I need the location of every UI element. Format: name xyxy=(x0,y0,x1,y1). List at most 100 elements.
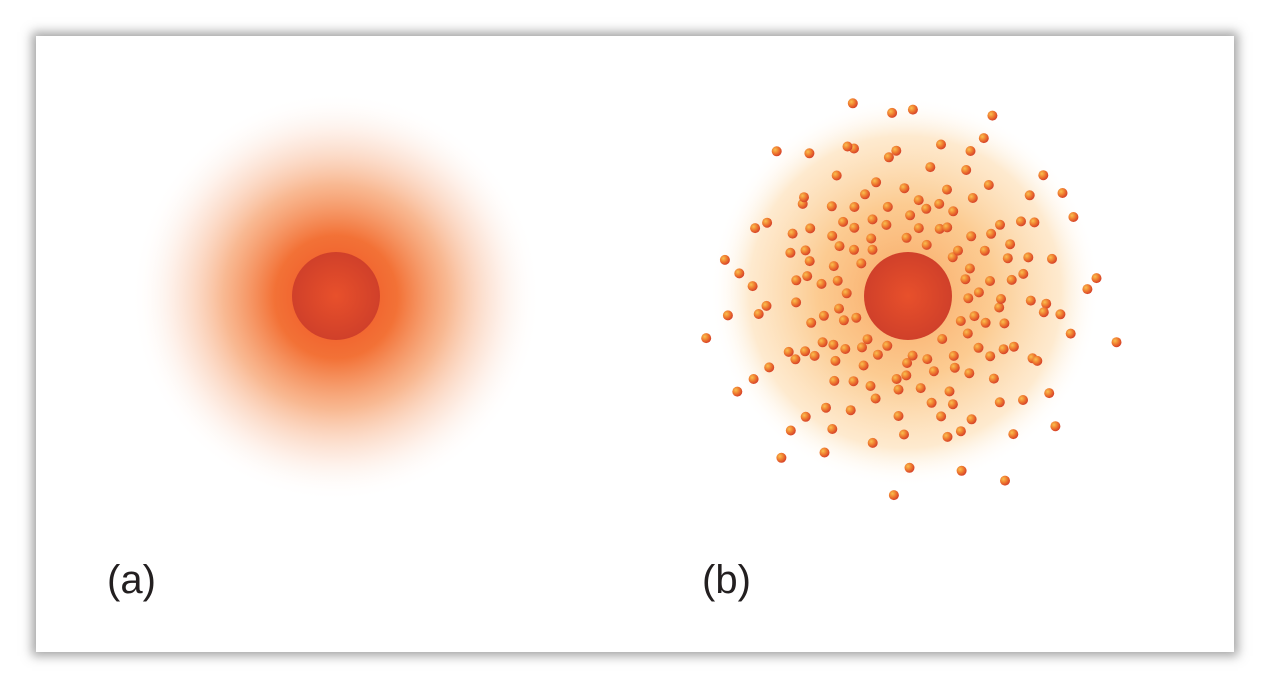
electron-dot xyxy=(817,337,828,348)
electron-dot xyxy=(734,268,745,279)
electron-dot xyxy=(842,141,853,152)
electron-dot xyxy=(936,411,947,422)
electron-dot xyxy=(983,180,994,190)
electron-dot xyxy=(858,360,869,371)
electron-dot xyxy=(871,177,882,188)
electron-dot xyxy=(872,349,883,360)
electron-dot xyxy=(913,195,924,206)
electron-dot xyxy=(805,223,816,234)
electron-dot xyxy=(973,287,984,298)
electron-dot xyxy=(948,206,959,217)
electron-dot xyxy=(966,231,977,242)
electron-dot xyxy=(747,281,758,292)
electron-dot xyxy=(926,397,937,408)
electron-dot xyxy=(1002,253,1013,264)
electron-dot xyxy=(955,426,966,437)
electron-dot xyxy=(857,342,867,353)
electron-dot xyxy=(821,402,831,413)
electron-dot xyxy=(753,309,764,319)
electron-dot xyxy=(866,233,877,244)
electron-dot xyxy=(761,300,772,311)
electron-dot xyxy=(962,328,973,339)
electron-dot xyxy=(1057,188,1068,198)
electron-dot xyxy=(832,275,843,286)
electron-dot xyxy=(1023,252,1034,263)
electron-dot xyxy=(722,310,733,321)
electron-dot xyxy=(719,254,730,265)
electron-dot xyxy=(776,452,787,463)
electron-dot xyxy=(860,189,870,200)
electron-dot xyxy=(934,198,945,209)
electron-dot xyxy=(942,431,953,442)
electron-dot xyxy=(771,146,782,157)
electron-dot xyxy=(867,214,878,225)
electron-dot xyxy=(1055,309,1066,320)
electron-dot xyxy=(956,465,967,476)
electron-dot xyxy=(804,256,815,267)
electron-dot xyxy=(907,350,918,361)
electron-dot xyxy=(847,98,858,109)
electron-dot xyxy=(915,383,926,394)
electron-dot xyxy=(901,370,912,381)
panel-b-nucleus xyxy=(864,252,952,340)
electron-dot xyxy=(882,201,893,212)
electron-dot xyxy=(987,110,998,121)
electron-dot xyxy=(1038,170,1049,181)
electron-dot xyxy=(973,342,984,353)
electron-dot xyxy=(867,244,878,255)
electron-dot xyxy=(966,414,977,425)
electron-dot xyxy=(802,271,813,282)
electron-dot xyxy=(942,222,953,233)
electron-dot xyxy=(942,184,952,195)
electron-dot xyxy=(791,275,802,286)
electron-dot xyxy=(829,375,840,386)
electron-dot xyxy=(785,425,796,436)
electron-dot xyxy=(994,302,1005,313)
electron-dot xyxy=(827,230,838,241)
electron-dot xyxy=(883,152,894,163)
electron-dot xyxy=(891,374,902,384)
electron-dot xyxy=(849,202,860,212)
electron-dot xyxy=(937,334,948,344)
electron-dot xyxy=(1047,253,1057,264)
electron-dot xyxy=(804,148,815,159)
electron-dot xyxy=(986,228,997,239)
electron-dot xyxy=(936,139,946,150)
electron-dot xyxy=(980,317,991,328)
electron-dot xyxy=(865,381,876,391)
electron-dot xyxy=(948,350,959,361)
electron-dot xyxy=(963,293,974,304)
electron-dot xyxy=(947,399,958,410)
electron-dot xyxy=(748,374,759,384)
electron-dot xyxy=(790,354,801,365)
electron-dot xyxy=(882,340,893,351)
electron-dot xyxy=(964,368,975,379)
electron-dot xyxy=(1008,341,1019,352)
electron-dot xyxy=(870,393,881,404)
electron-dot xyxy=(922,354,933,365)
electron-dot xyxy=(862,334,873,345)
electron-dot xyxy=(838,315,849,326)
electron-dot xyxy=(1032,355,1043,366)
electron-dot xyxy=(840,344,851,354)
electron-dot xyxy=(953,245,963,256)
electron-dot xyxy=(800,346,811,357)
electron-dot xyxy=(913,223,924,234)
electron-dot xyxy=(928,366,939,377)
electron-dot xyxy=(996,294,1006,304)
electron-dot xyxy=(1050,421,1061,432)
electron-dot xyxy=(848,376,859,387)
panel-b-atom xyxy=(701,97,1122,501)
electron-dot xyxy=(1029,217,1040,228)
electron-dot xyxy=(827,424,838,434)
electron-dot xyxy=(893,411,904,421)
electron-dot xyxy=(1082,284,1093,295)
electron-dot xyxy=(955,316,966,326)
electron-dot xyxy=(800,245,811,256)
electron-dot xyxy=(1044,388,1055,399)
electron-dot xyxy=(887,107,898,118)
electron-dot xyxy=(905,210,916,221)
electron-dot xyxy=(831,170,842,181)
electron-dot xyxy=(901,232,912,243)
